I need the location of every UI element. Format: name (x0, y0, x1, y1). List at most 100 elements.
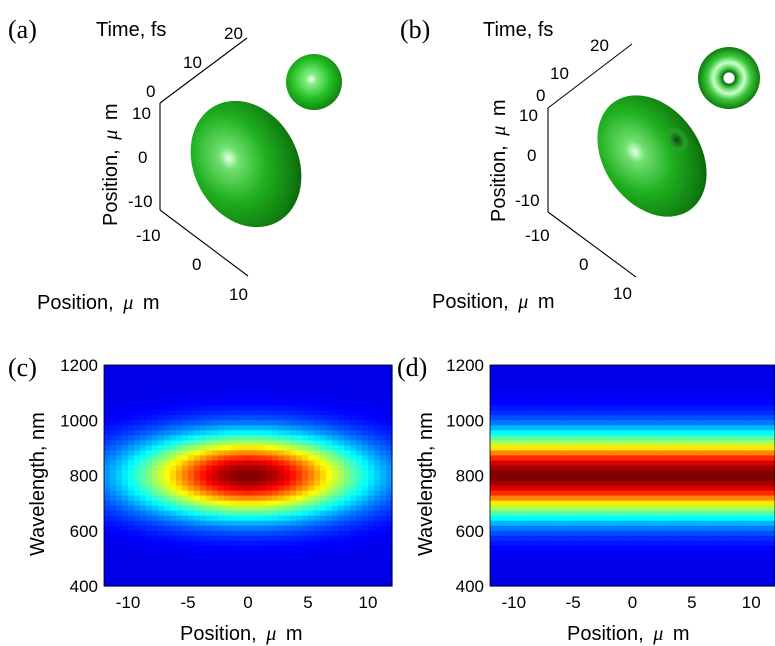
heatmap-cell (320, 390, 327, 396)
heatmap-cell (751, 415, 758, 421)
heatmap-cell (715, 510, 723, 517)
heatmap-cell (709, 480, 717, 487)
heatmap-cell (140, 435, 147, 441)
heatmap-cell (266, 385, 273, 391)
heatmap-cell (278, 405, 285, 411)
heatmap-cell (608, 400, 616, 406)
heatmap-cell (620, 495, 628, 502)
heatmap-cell (596, 495, 604, 502)
heatmap-cell (206, 470, 213, 477)
heatmap-cell (128, 480, 135, 487)
heatmap-cell (602, 420, 610, 426)
heatmap-cell (386, 535, 393, 542)
heatmap-cell (555, 480, 562, 487)
heatmap-cell (188, 530, 195, 537)
heatmap-cell (152, 510, 159, 517)
heatmap-cell (272, 495, 279, 502)
heatmap-cell (685, 540, 693, 547)
heatmap-cell (230, 580, 237, 587)
heatmap-cell (573, 535, 580, 542)
heatmap-cell (206, 560, 213, 567)
heatmap-cell (703, 495, 711, 502)
heatmap-cell (320, 510, 327, 517)
heatmap-cell (380, 470, 387, 477)
heatmap-cell (727, 495, 735, 502)
heatmap-cell (537, 495, 545, 502)
heatmap-cell (272, 455, 279, 462)
heatmap-cell (212, 510, 219, 517)
heatmap-cell (745, 435, 752, 441)
heatmap-cell (608, 435, 616, 441)
heatmap-cell (194, 395, 201, 401)
panel-b-inset-torus (698, 47, 760, 109)
heatmap-cell (332, 410, 339, 416)
heatmap-cell (490, 510, 497, 517)
heatmap-cell (386, 445, 393, 451)
heatmap-cell (727, 530, 735, 537)
heatmap-cell (374, 520, 381, 527)
heatmap-cell (200, 435, 207, 441)
heatmap-cell (134, 550, 141, 557)
heatmap-cell (680, 515, 687, 522)
heatmap-cell (555, 375, 562, 381)
heatmap-cell (326, 440, 333, 446)
heatmap-cell (350, 535, 357, 542)
heatmap-cell (164, 565, 171, 572)
heatmap-cell (164, 530, 171, 537)
heatmap-cell (579, 460, 586, 467)
heatmap-cell (644, 400, 651, 406)
heatmap-cell (650, 435, 657, 441)
heatmap-cell (380, 435, 387, 441)
heatmap-cell (733, 415, 740, 421)
heatmap-cell (206, 565, 213, 572)
heatmap-cell (170, 515, 177, 522)
heatmap-cell (537, 535, 545, 542)
heatmap-cell (212, 565, 219, 572)
heatmap-cell (176, 575, 183, 582)
heatmap-cell (146, 415, 153, 421)
heatmap-cell (763, 480, 770, 487)
heatmap-cell (332, 400, 339, 406)
heatmap-cell (555, 455, 562, 462)
heatmap-cell (632, 445, 640, 451)
heatmap-cell (757, 465, 764, 472)
heatmap-cell (691, 375, 699, 381)
heatmap-cell (626, 440, 634, 446)
heatmap-cell (356, 510, 363, 517)
heatmap-cell (543, 490, 550, 497)
heatmap-cell (668, 450, 675, 457)
heatmap-cell (140, 485, 147, 492)
heatmap-cell (567, 570, 574, 577)
heatmap-cell (757, 385, 764, 391)
heatmap-cell (596, 410, 604, 416)
heatmap-cell (585, 465, 592, 472)
heatmap-cell (320, 525, 327, 532)
heatmap-cell (662, 375, 669, 381)
heatmap-cell (362, 575, 369, 582)
heatmap-cell (543, 570, 550, 577)
heatmap-cell (519, 370, 527, 376)
heatmap-cell (146, 365, 153, 371)
heatmap-cell (356, 520, 363, 527)
heatmap-cell (507, 525, 515, 532)
heatmap-cell (757, 435, 764, 441)
heatmap-cell (380, 465, 387, 472)
heatmap-cell (507, 510, 515, 517)
heatmap-cell (525, 395, 533, 401)
heatmap-cell (507, 490, 515, 497)
heatmap-cell (152, 410, 159, 416)
heatmap-cell (614, 390, 622, 396)
heatmap-cell (164, 570, 171, 577)
heatmap-cell (332, 575, 339, 582)
heatmap-cell (596, 395, 604, 401)
heatmap-cell (715, 490, 723, 497)
heatmap-cell (697, 530, 705, 537)
heatmap-cell (685, 450, 693, 457)
heatmap-cell (278, 460, 285, 467)
heatmap-cell (596, 425, 604, 431)
heatmap-cell (308, 455, 315, 462)
heatmap-cell (104, 555, 111, 562)
heatmap-cell (224, 465, 231, 472)
heatmap-cell (519, 445, 527, 451)
heatmap-cell (757, 430, 764, 436)
